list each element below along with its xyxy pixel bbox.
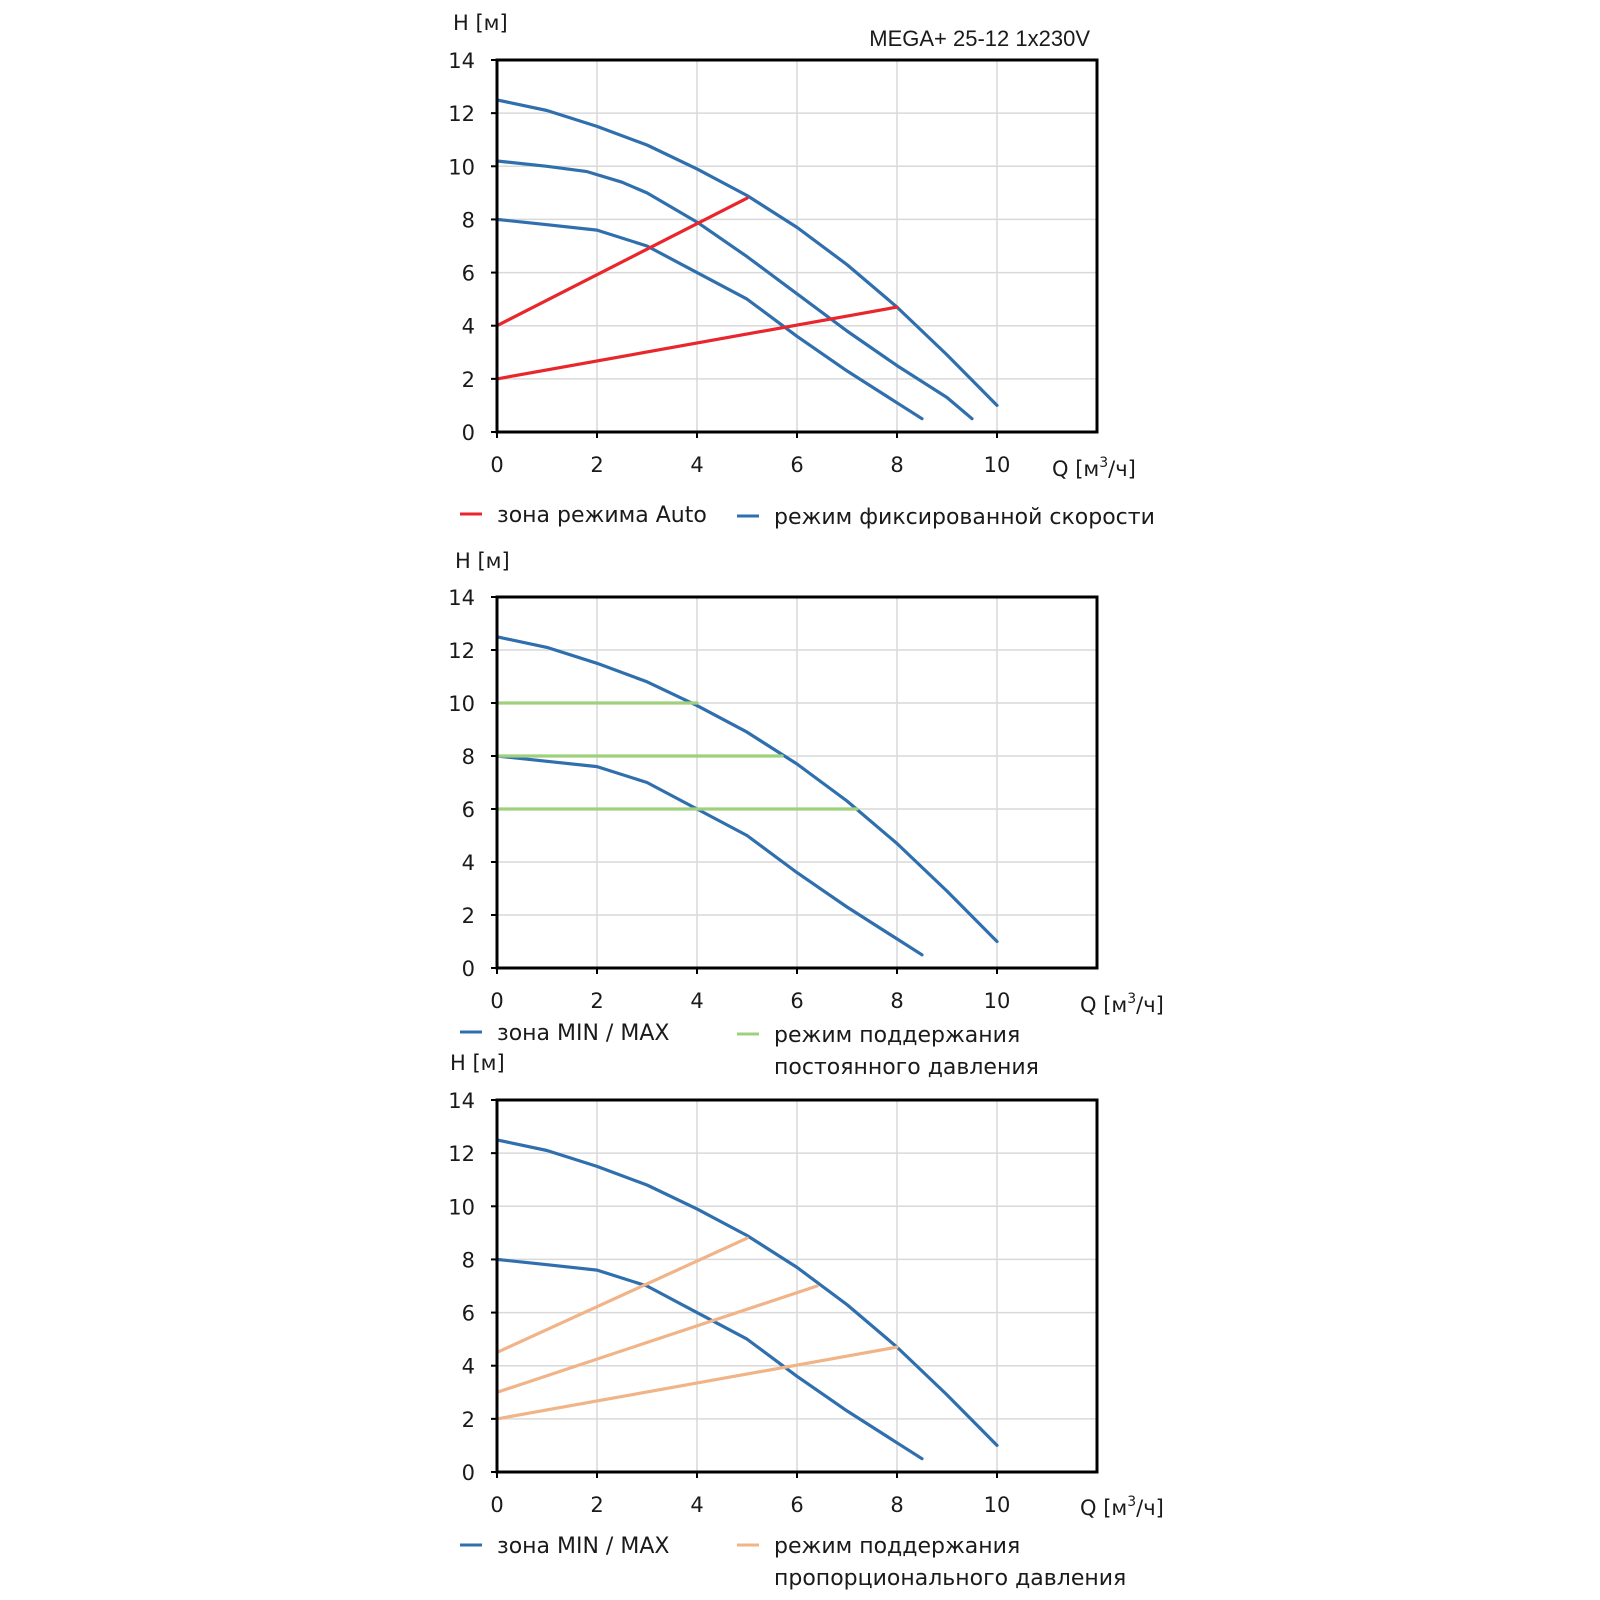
y-tick-label: 8 xyxy=(462,745,475,769)
y-tick-label: 4 xyxy=(462,851,475,875)
y-tick-label: 14 xyxy=(448,586,475,610)
series-line-blue xyxy=(495,98,999,407)
legend-label: режим поддержания xyxy=(774,1534,1020,1559)
x-tick-label: 0 xyxy=(490,453,503,477)
y-tick-label: 12 xyxy=(448,1142,475,1166)
x-tick-label: 10 xyxy=(984,453,1011,477)
series-line-orange xyxy=(495,1284,819,1394)
y-tick-label: 10 xyxy=(448,1195,475,1219)
series-line-orange xyxy=(495,1236,749,1354)
x-tick-label: 6 xyxy=(790,453,803,477)
x-tick-label: 4 xyxy=(690,989,703,1013)
legend: зона MIN / MAX режим поддержания пропорцио… xyxy=(460,1534,1126,1591)
legend-label-line2: пропорционального давления xyxy=(774,1566,1126,1591)
series-line-red xyxy=(495,305,899,381)
y-tick-label: 10 xyxy=(448,692,475,716)
y-tick-label: 4 xyxy=(462,1355,475,1379)
x-tick-label: 6 xyxy=(790,1493,803,1517)
legend: зона режима Auto режим фиксированной скор… xyxy=(460,503,1155,530)
y-tick-label: 2 xyxy=(462,368,475,392)
y-tick-label: 6 xyxy=(462,262,475,286)
y-tick-label: 0 xyxy=(462,1461,475,1485)
y-tick-label: 0 xyxy=(462,957,475,981)
y-tick-label: 2 xyxy=(462,1408,475,1432)
y-tick-label: 10 xyxy=(448,155,475,179)
y-axis-label: H [м] xyxy=(450,1051,505,1075)
chart-title: MEGA+ 25-12 1x230V xyxy=(869,26,1090,51)
legend-label: зона режима Auto xyxy=(497,503,707,528)
y-tick-label: 14 xyxy=(448,1089,475,1113)
legend-label: зона MIN / MAX xyxy=(497,1534,669,1559)
x-tick-label: 2 xyxy=(590,453,603,477)
y-tick-label: 0 xyxy=(462,421,475,445)
chart-auto-mode: 0 2 4 6 8 10 12 14 0 2 4 6 8 10 H [м] Q [м3/ч] MEGA+ 25-… xyxy=(448,11,1155,530)
series-line-blue xyxy=(495,635,999,944)
x-tick-label: 2 xyxy=(590,1493,603,1517)
y-tick-label: 8 xyxy=(462,1248,475,1272)
series-line-blue xyxy=(495,1138,999,1447)
y-tick-label: 6 xyxy=(462,1302,475,1326)
legend-label: режим фиксированной скорости xyxy=(774,505,1155,530)
x-axis-label: Q [м3/ч] xyxy=(1080,1494,1164,1520)
y-tick-label: 14 xyxy=(448,49,475,73)
y-tick-label: 2 xyxy=(462,904,475,928)
x-tick-label: 8 xyxy=(890,453,903,477)
series-line-blue xyxy=(495,159,974,421)
chart-constant-pressure: 0 2 4 6 8 10 12 14 0 2 4 6 8 10 H [м] Q [м3/ч] зона MIN … xyxy=(448,549,1164,1080)
x-tick-label: 10 xyxy=(984,989,1011,1013)
series-line-blue xyxy=(495,217,924,421)
x-tick-label: 6 xyxy=(790,989,803,1013)
grid xyxy=(497,597,1097,968)
series-line-blue xyxy=(495,754,924,957)
x-tick-label: 8 xyxy=(890,989,903,1013)
legend-label: зона MIN / MAX xyxy=(497,1021,669,1046)
x-tick-label: 4 xyxy=(690,453,703,477)
legend-label: режим поддержания xyxy=(774,1023,1020,1048)
x-axis-label: Q [м3/ч] xyxy=(1080,991,1164,1017)
grid xyxy=(497,1100,1097,1472)
y-tick-label: 4 xyxy=(462,315,475,339)
x-tick-label: 2 xyxy=(590,989,603,1013)
series-line-blue xyxy=(495,1257,924,1461)
chart-proportional-pressure: 0 2 4 6 8 10 12 14 0 2 4 6 8 10 H [м] Q [м3/ч] зона MIN … xyxy=(448,1051,1164,1591)
legend-label-line2: постоянного давления xyxy=(774,1055,1039,1080)
series-line-orange xyxy=(495,1345,899,1421)
y-axis-label: H [м] xyxy=(455,549,510,573)
legend: зона MIN / MAX режим поддержания постоянно… xyxy=(460,1021,1039,1080)
x-tick-label: 0 xyxy=(490,989,503,1013)
x-tick-label: 4 xyxy=(690,1493,703,1517)
x-tick-label: 10 xyxy=(984,1493,1011,1517)
y-tick-label: 12 xyxy=(448,639,475,663)
x-tick-label: 0 xyxy=(490,1493,503,1517)
grid xyxy=(497,60,1097,432)
x-axis-label: Q [м3/ч] xyxy=(1052,455,1136,481)
y-tick-label: 8 xyxy=(462,208,475,232)
y-tick-label: 12 xyxy=(448,102,475,126)
series-line-red xyxy=(495,196,749,328)
x-tick-label: 8 xyxy=(890,1493,903,1517)
y-tick-label: 6 xyxy=(462,798,475,822)
y-axis-label: H [м] xyxy=(453,11,508,35)
